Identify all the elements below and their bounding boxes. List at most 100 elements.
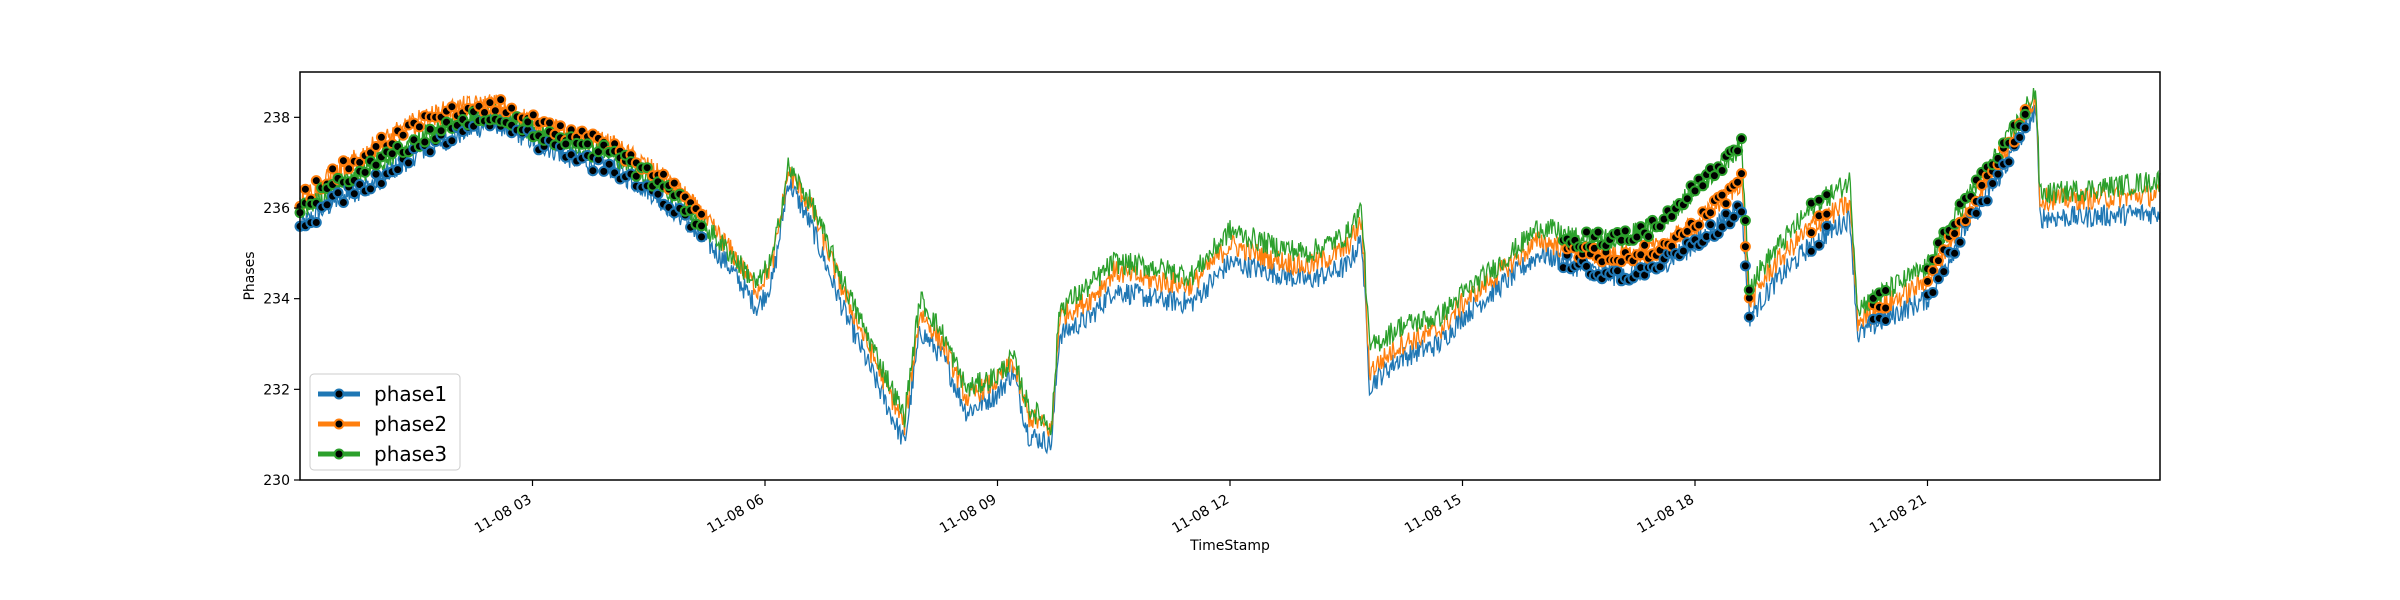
phase1-marker xyxy=(310,217,322,228)
phase1-marker xyxy=(392,164,404,176)
phase2-marker xyxy=(527,109,539,121)
phase1-marker xyxy=(332,187,344,199)
phase1-marker xyxy=(403,157,414,169)
phase2-marker xyxy=(446,101,458,113)
phase3-marker xyxy=(1716,165,1728,176)
phase3-marker xyxy=(1681,193,1693,205)
phase1-marker xyxy=(1821,220,1833,232)
phase3-marker xyxy=(370,159,382,171)
phase2-marker xyxy=(1880,302,1892,314)
phase1-marker xyxy=(598,165,610,177)
phase3-marker xyxy=(1732,145,1744,157)
phase3-marker xyxy=(1708,170,1720,182)
phase1-marker xyxy=(1949,247,1961,259)
phase2-marker xyxy=(1821,208,1833,220)
phase2-marker xyxy=(1927,265,1939,277)
legend-box xyxy=(309,373,461,471)
phase3-marker xyxy=(1932,237,1944,249)
phase3-marker xyxy=(1736,133,1747,145)
y-tick-label: 230 xyxy=(263,473,290,489)
phase1-marker xyxy=(1981,195,1993,207)
phase3-marker xyxy=(630,170,642,182)
phase2-marker xyxy=(1976,179,1988,191)
phase3-marker xyxy=(359,166,371,178)
phase3-marker xyxy=(1821,189,1833,201)
phase3-marker xyxy=(1619,225,1631,237)
phase2-marker xyxy=(506,102,518,114)
phase2-marker xyxy=(337,155,349,167)
plot-area xyxy=(294,71,2161,481)
phase2-marker xyxy=(668,177,680,189)
phase1-marker xyxy=(603,158,615,170)
x-axis-label: TimeStamp xyxy=(1189,538,1270,554)
phase1-marker xyxy=(348,188,360,200)
phase2-marker xyxy=(1739,241,1751,253)
phase1-marker xyxy=(1927,287,1939,298)
phase2-marker xyxy=(1949,228,1961,239)
phase1-marker xyxy=(1736,206,1747,218)
phase2-marker xyxy=(1736,168,1747,180)
phase2-marker xyxy=(554,120,566,132)
phase2-marker xyxy=(1932,255,1944,267)
phase1-marker xyxy=(1938,266,1950,278)
phase1-marker xyxy=(1612,265,1623,277)
phase3-marker xyxy=(419,136,431,148)
phase2-marker xyxy=(375,131,387,143)
phase2-marker xyxy=(658,168,669,180)
y-tick-label: 232 xyxy=(263,382,290,398)
phase1-marker xyxy=(1970,207,1982,219)
y-tick-label: 236 xyxy=(263,201,290,217)
phase3-marker xyxy=(1643,231,1654,242)
phase1-marker xyxy=(446,135,458,147)
phase3-marker xyxy=(386,148,398,160)
y-tick-label: 234 xyxy=(263,292,290,308)
phase1-marker xyxy=(2019,122,2031,134)
phase1-marker xyxy=(370,168,382,180)
phase1-marker xyxy=(1987,178,1999,189)
phase1-marker xyxy=(2003,156,2015,168)
phase1-marker xyxy=(1954,236,1966,248)
phase2-marker xyxy=(370,141,382,152)
phase3-marker xyxy=(1697,180,1709,192)
phase3-marker xyxy=(641,162,653,174)
phase1-marker xyxy=(696,231,707,243)
phase1-marker xyxy=(1880,315,1892,326)
phase1-marker xyxy=(321,199,333,211)
phase2-marker xyxy=(327,163,339,175)
y-axis-label: Phases xyxy=(242,251,258,300)
phase1-marker xyxy=(1813,239,1825,251)
phase2-marker xyxy=(299,183,311,195)
phase1-marker xyxy=(1805,245,1817,257)
phase3-marker xyxy=(582,138,593,150)
phase1-marker xyxy=(337,197,349,208)
phase1-marker xyxy=(587,165,599,177)
phase3-legend-marker xyxy=(333,448,345,460)
phase3-marker xyxy=(1880,285,1892,296)
phase1-marker xyxy=(2014,132,2026,143)
phase2-legend-label: phase2 xyxy=(374,412,447,436)
phase2-marker xyxy=(544,117,555,129)
y-tick-label: 238 xyxy=(263,110,290,126)
y-axis-ticks: 230 232 234 236 238 xyxy=(263,110,300,489)
phase2-legend-marker xyxy=(333,418,345,430)
phase3-marker xyxy=(522,116,534,128)
phase3-marker xyxy=(560,138,572,150)
phase2-marker xyxy=(343,163,355,175)
phase2-marker xyxy=(397,129,409,141)
phase3-marker xyxy=(2019,108,2031,120)
phase3-marker xyxy=(1743,284,1755,296)
phase3-marker xyxy=(1739,215,1751,226)
phase2-marker xyxy=(1693,219,1705,231)
phase1-marker xyxy=(1743,311,1755,323)
phase2-marker xyxy=(1960,215,1971,227)
phase3-marker xyxy=(435,125,447,137)
phase2-marker xyxy=(696,208,707,220)
phase1-legend-label: phase1 xyxy=(374,382,447,406)
phase1-marker xyxy=(1932,273,1944,285)
phase2-marker xyxy=(1639,239,1651,251)
phase1-marker xyxy=(652,188,664,200)
anomaly-markers xyxy=(294,94,2031,326)
phase1-legend-marker xyxy=(333,388,345,400)
phase3-marker xyxy=(1581,226,1592,238)
